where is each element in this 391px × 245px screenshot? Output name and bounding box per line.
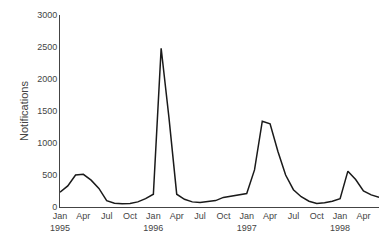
svg-text:500: 500 <box>42 170 57 180</box>
svg-text:Oct: Oct <box>310 211 325 221</box>
svg-text:1500: 1500 <box>37 106 57 116</box>
svg-text:2500: 2500 <box>37 42 57 52</box>
svg-text:3000: 3000 <box>37 10 57 20</box>
svg-text:Apr: Apr <box>263 211 277 221</box>
svg-text:Notifications: Notifications <box>18 81 30 141</box>
svg-text:Jan1996: Jan1996 <box>143 211 163 233</box>
svg-text:Jan1995: Jan1995 <box>50 211 70 233</box>
svg-text:Apr: Apr <box>170 211 184 221</box>
svg-text:2000: 2000 <box>37 74 57 84</box>
svg-text:Jul: Jul <box>288 211 300 221</box>
svg-text:Jul: Jul <box>101 211 113 221</box>
svg-text:Apr: Apr <box>76 211 90 221</box>
svg-text:1000: 1000 <box>37 138 57 148</box>
svg-text:Oct: Oct <box>123 211 138 221</box>
svg-text:Oct: Oct <box>216 211 231 221</box>
svg-text:Jan1998: Jan1998 <box>330 211 350 233</box>
svg-text:Jan1997: Jan1997 <box>237 211 257 233</box>
svg-text:Jul: Jul <box>194 211 206 221</box>
svg-text:0: 0 <box>52 202 57 212</box>
svg-text:Apr: Apr <box>356 211 370 221</box>
